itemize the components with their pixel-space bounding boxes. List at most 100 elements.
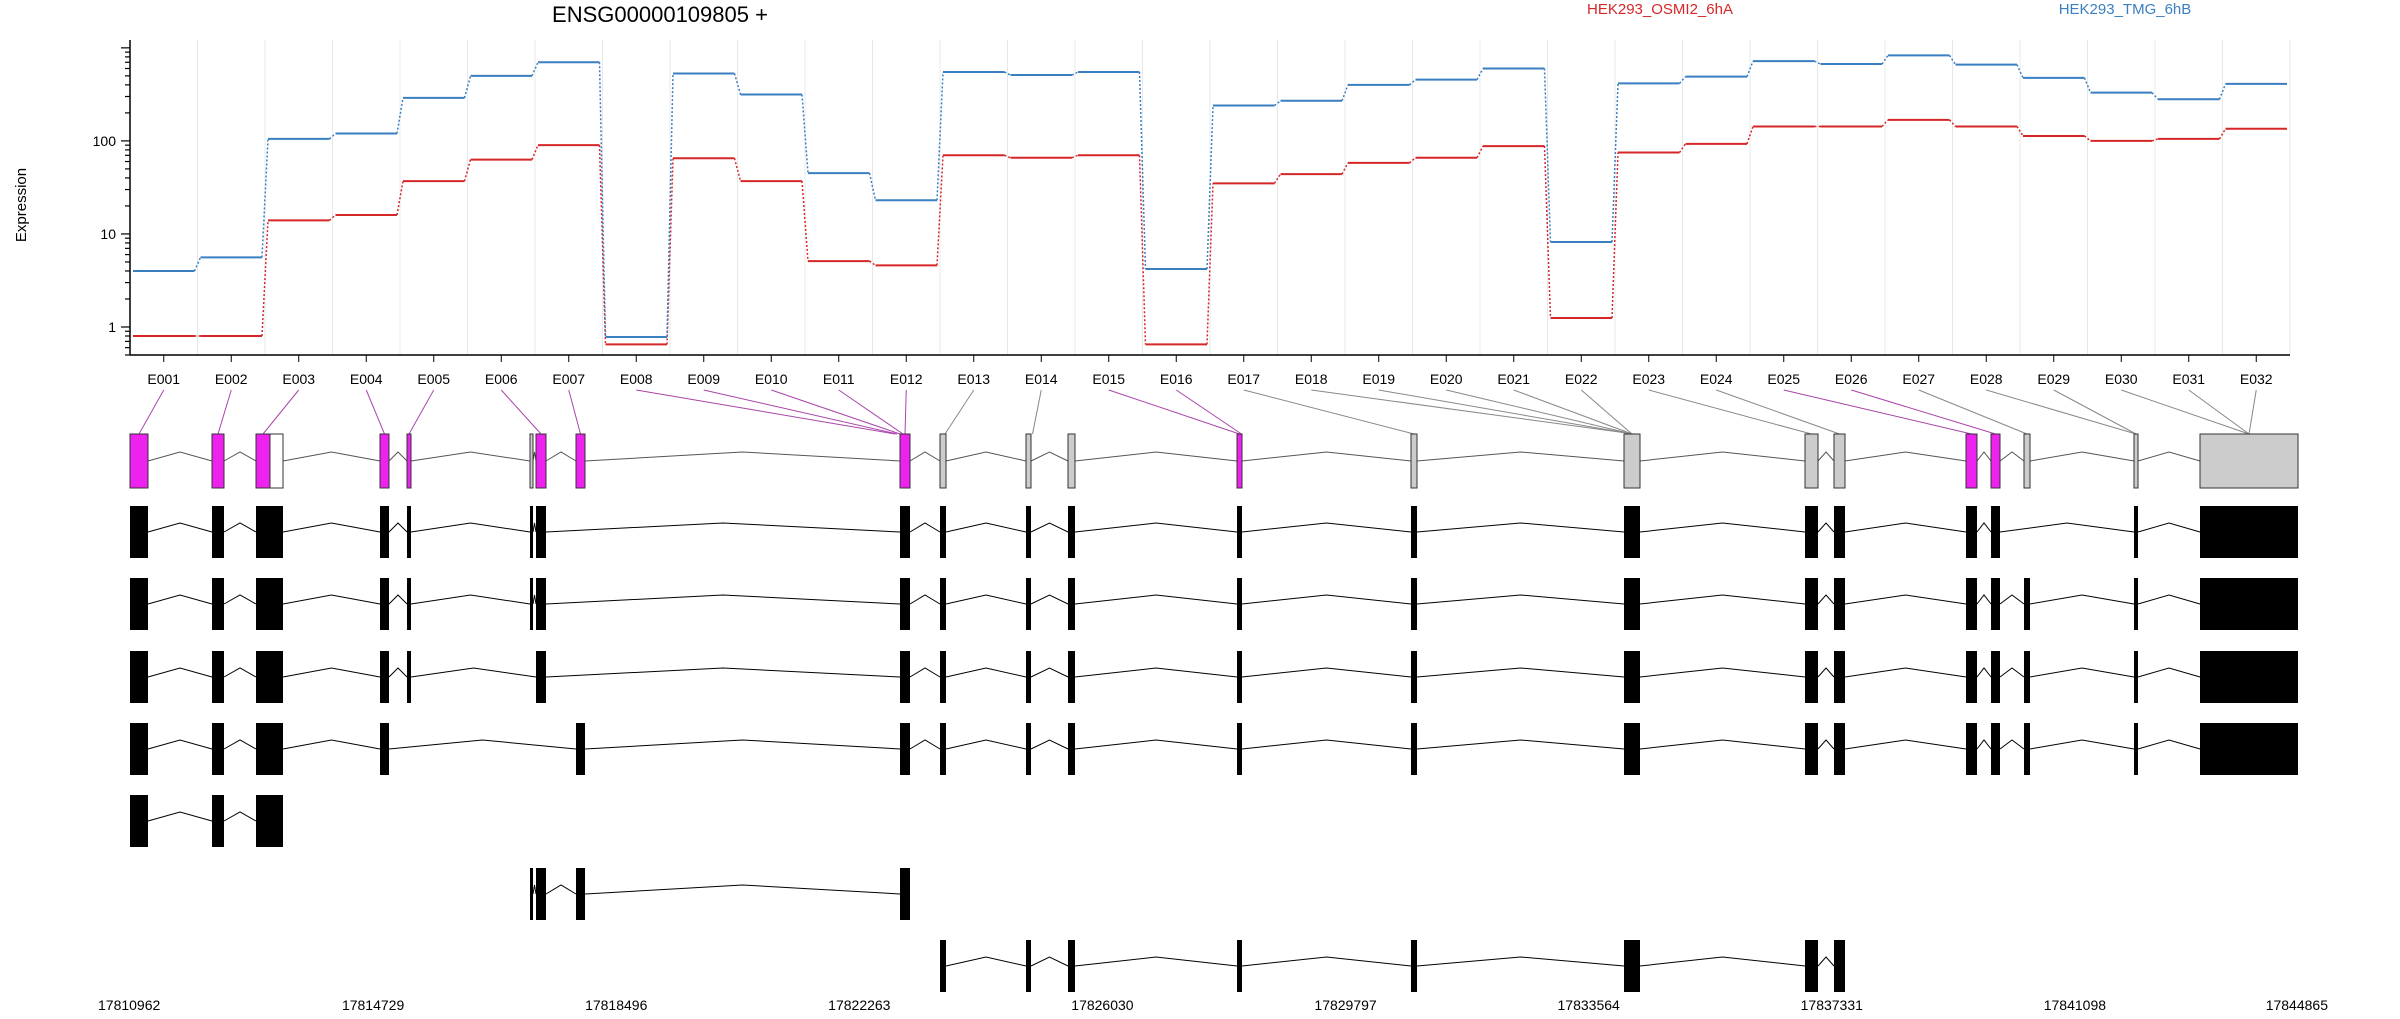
intron <box>282 522 381 533</box>
transcript-exon <box>900 651 910 703</box>
transcript-exon <box>1805 723 1818 775</box>
genomic-tick-label: 17841098 <box>2044 997 2107 1013</box>
connector-segment <box>1274 100 1281 107</box>
exon-label: E009 <box>687 371 720 387</box>
intron <box>545 451 577 462</box>
transcript-exon <box>1237 506 1242 558</box>
intron <box>223 739 257 750</box>
exon-box <box>575 433 586 489</box>
genomic-tick-label: 17837331 <box>1801 997 1864 1013</box>
intron <box>223 811 257 822</box>
transcript-exon <box>1624 940 1640 992</box>
transcript-exon <box>380 578 389 630</box>
transcript-exon <box>1237 723 1242 775</box>
intron <box>1241 739 1412 750</box>
connector-segment <box>598 62 607 338</box>
intron <box>2137 739 2201 750</box>
intron <box>532 884 537 895</box>
intron <box>147 451 213 462</box>
intron <box>1844 594 1967 605</box>
intron <box>2137 594 2201 605</box>
exon-connector <box>1851 389 1996 435</box>
legend-entry-tmg: HEK293_TMG_6hB <box>2059 1 2192 18</box>
intron <box>2029 451 2135 462</box>
transcript-exon <box>940 506 946 558</box>
intron <box>1074 594 1238 605</box>
exon-connector <box>2188 389 2250 435</box>
transcript-exon <box>1966 651 1977 703</box>
connector-segment <box>1881 54 1889 65</box>
intron <box>1976 739 1992 750</box>
intron <box>945 522 1027 533</box>
intron <box>147 811 213 822</box>
transcript-exon <box>1026 723 1031 775</box>
exon-box <box>1990 433 2001 489</box>
intron <box>1241 451 1412 462</box>
intron <box>2029 739 2135 750</box>
connector-segment <box>531 144 539 160</box>
intron <box>1639 739 1806 750</box>
transcript-exon <box>940 940 946 992</box>
transcript-exon <box>2134 578 2138 630</box>
transcript-exon <box>1966 506 1977 558</box>
exon-label: E014 <box>1025 371 1058 387</box>
intron <box>909 739 941 750</box>
transcript-exon <box>380 651 389 703</box>
plot-axes: 1 10 100 <box>93 40 2290 362</box>
exon-label: E010 <box>755 371 788 387</box>
intron <box>2029 594 2135 605</box>
intron <box>1074 667 1238 678</box>
transcript-exon <box>407 651 411 703</box>
series-2 <box>133 54 2287 339</box>
exon-box <box>211 433 225 489</box>
intron <box>1999 739 2025 750</box>
intron <box>147 739 213 750</box>
intron <box>1030 522 1069 533</box>
connector-segment <box>1678 143 1687 153</box>
intron <box>410 522 531 533</box>
connector-segment <box>2084 135 2091 142</box>
intron <box>1639 594 1806 605</box>
intron <box>1030 451 1069 462</box>
intron <box>945 667 1027 678</box>
intron <box>388 451 408 462</box>
intron <box>1416 956 1625 967</box>
exon-connector <box>1032 389 1042 435</box>
transcript-exon <box>2024 723 2030 775</box>
exon-label: E021 <box>1497 371 1530 387</box>
exon-label: E007 <box>552 371 585 387</box>
intron <box>1030 667 1069 678</box>
exon-label: E025 <box>1767 371 1800 387</box>
transcript-exon <box>900 578 910 630</box>
transcript-exon <box>1834 651 1845 703</box>
connector-segment <box>1206 183 1214 345</box>
transcript-exon <box>212 723 224 775</box>
transcript-exon <box>380 506 389 558</box>
exon-label: E016 <box>1160 371 1193 387</box>
y-tick-label: 10 <box>100 226 116 242</box>
intron <box>545 594 901 605</box>
intron <box>1416 594 1625 605</box>
exon-connector <box>636 389 896 435</box>
intron <box>584 451 901 462</box>
connector-segment <box>1814 60 1821 65</box>
transcript-exon <box>900 723 910 775</box>
intron <box>2137 522 2201 533</box>
exon-label: E004 <box>350 371 383 387</box>
transcript-exon <box>256 651 270 703</box>
intron <box>388 594 408 605</box>
exon-label: E022 <box>1565 371 1598 387</box>
expression-series <box>133 54 2287 346</box>
intron <box>282 667 381 678</box>
transcript-exon <box>2134 723 2138 775</box>
intron <box>1817 451 1835 462</box>
intron <box>584 884 901 895</box>
transcript-4 <box>130 723 2298 775</box>
transcript-exon <box>536 651 546 703</box>
intron <box>1844 522 1967 533</box>
intron <box>388 739 577 750</box>
intron <box>1416 739 1625 750</box>
transcript-exon <box>530 506 533 558</box>
connector-segment <box>1948 119 1957 127</box>
intron <box>1844 739 1967 750</box>
